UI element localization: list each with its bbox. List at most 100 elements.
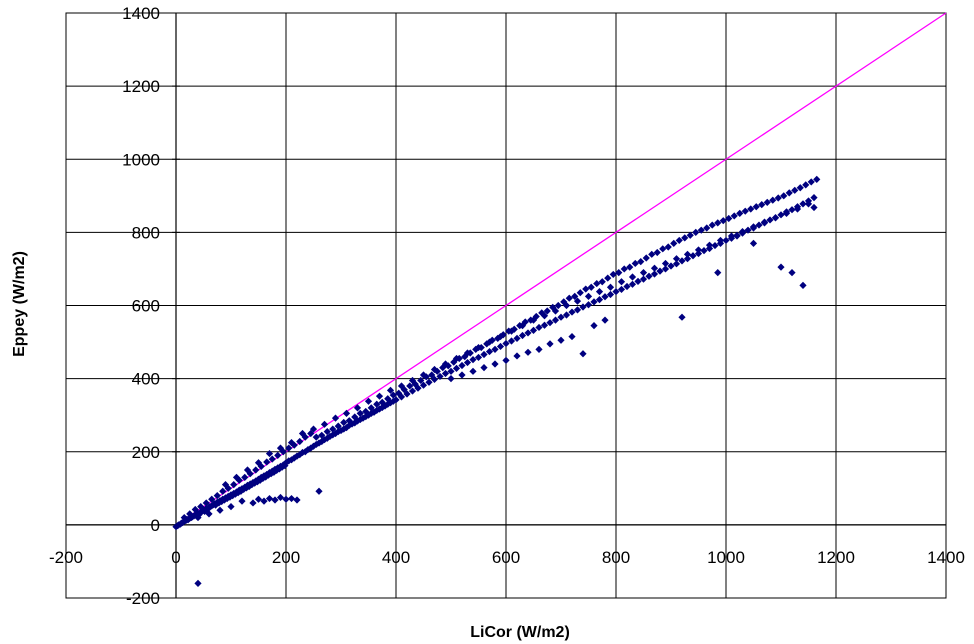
data-point — [241, 473, 249, 481]
data-point — [650, 264, 659, 272]
data-point — [752, 203, 760, 211]
data-point — [804, 200, 813, 208]
data-point — [227, 502, 235, 511]
data-point — [262, 473, 270, 481]
data-point — [634, 277, 642, 285]
data-point — [694, 246, 703, 254]
data-point — [620, 265, 628, 273]
data-point — [557, 313, 565, 321]
data-point — [719, 217, 727, 225]
data-point — [249, 499, 257, 507]
data-point — [268, 455, 276, 463]
data-point — [276, 444, 285, 452]
data-point — [334, 422, 342, 430]
data-point — [777, 211, 785, 219]
data-point — [590, 298, 598, 306]
data-point — [353, 404, 362, 412]
data-point — [648, 250, 656, 258]
data-point — [230, 481, 238, 489]
data-point — [362, 407, 370, 416]
data-point — [428, 371, 436, 379]
data-point — [252, 466, 260, 474]
data-point — [617, 285, 626, 294]
x-tick-label: 1400 — [927, 548, 965, 567]
data-point — [469, 367, 477, 375]
data-point — [716, 236, 725, 245]
data-point — [670, 239, 678, 247]
data-point — [234, 489, 242, 497]
data-point — [264, 471, 272, 479]
data-point — [659, 245, 667, 253]
data-point — [813, 175, 821, 183]
data-point — [259, 474, 267, 483]
data-point — [202, 499, 210, 507]
data-point — [253, 478, 261, 486]
x-tick-label: 400 — [382, 548, 410, 567]
data-point — [749, 239, 758, 247]
data-point — [273, 466, 281, 474]
data-point — [397, 382, 406, 390]
data-point — [389, 391, 397, 399]
data-point — [615, 268, 623, 277]
data-point — [782, 209, 791, 217]
data-point — [417, 376, 425, 385]
data-point — [694, 249, 703, 258]
data-point — [678, 313, 686, 321]
data-point — [191, 505, 199, 514]
data-point — [579, 303, 587, 311]
data-point — [452, 364, 461, 372]
data-point — [518, 331, 527, 340]
y-tick-label: 200 — [132, 443, 160, 462]
y-axis-title: Eppey (W/m2) — [11, 251, 28, 357]
data-point — [458, 371, 466, 379]
data-point — [254, 495, 263, 503]
data-point — [703, 224, 711, 232]
data-point — [546, 319, 554, 327]
data-point — [579, 350, 587, 358]
data-point — [736, 209, 744, 217]
data-point — [609, 270, 617, 279]
data-point — [323, 428, 331, 436]
data-point — [791, 186, 799, 194]
data-point — [546, 340, 554, 348]
data-point — [686, 231, 694, 239]
data-point — [518, 322, 527, 330]
data-point — [639, 268, 648, 277]
data-point — [254, 459, 263, 467]
data-point — [628, 273, 637, 281]
data-point — [194, 579, 202, 587]
data-point — [645, 272, 653, 280]
data-point — [582, 285, 590, 293]
data-point — [309, 425, 318, 433]
data-point — [612, 288, 620, 296]
data-point — [232, 473, 241, 481]
data-point — [287, 494, 296, 503]
data-point — [551, 307, 560, 315]
data-point — [524, 348, 532, 356]
x-tick-label: 200 — [272, 548, 300, 567]
data-point — [675, 236, 683, 245]
data-point — [705, 241, 714, 249]
data-point — [205, 510, 213, 518]
data-point — [480, 350, 488, 359]
data-point — [194, 513, 202, 522]
data-point — [799, 281, 807, 289]
data-point — [661, 259, 670, 268]
data-point — [727, 232, 736, 240]
data-point — [793, 205, 802, 213]
data-point — [722, 236, 730, 245]
data-point — [672, 255, 681, 263]
data-point — [540, 312, 549, 320]
data-point — [763, 198, 771, 206]
data-point — [576, 289, 584, 297]
data-point — [419, 381, 428, 389]
data-point — [788, 268, 796, 277]
data-point — [711, 241, 719, 250]
data-point — [730, 212, 738, 220]
data-point — [755, 221, 763, 229]
data-point — [667, 262, 675, 270]
data-point — [474, 353, 483, 362]
data-point — [367, 404, 375, 412]
